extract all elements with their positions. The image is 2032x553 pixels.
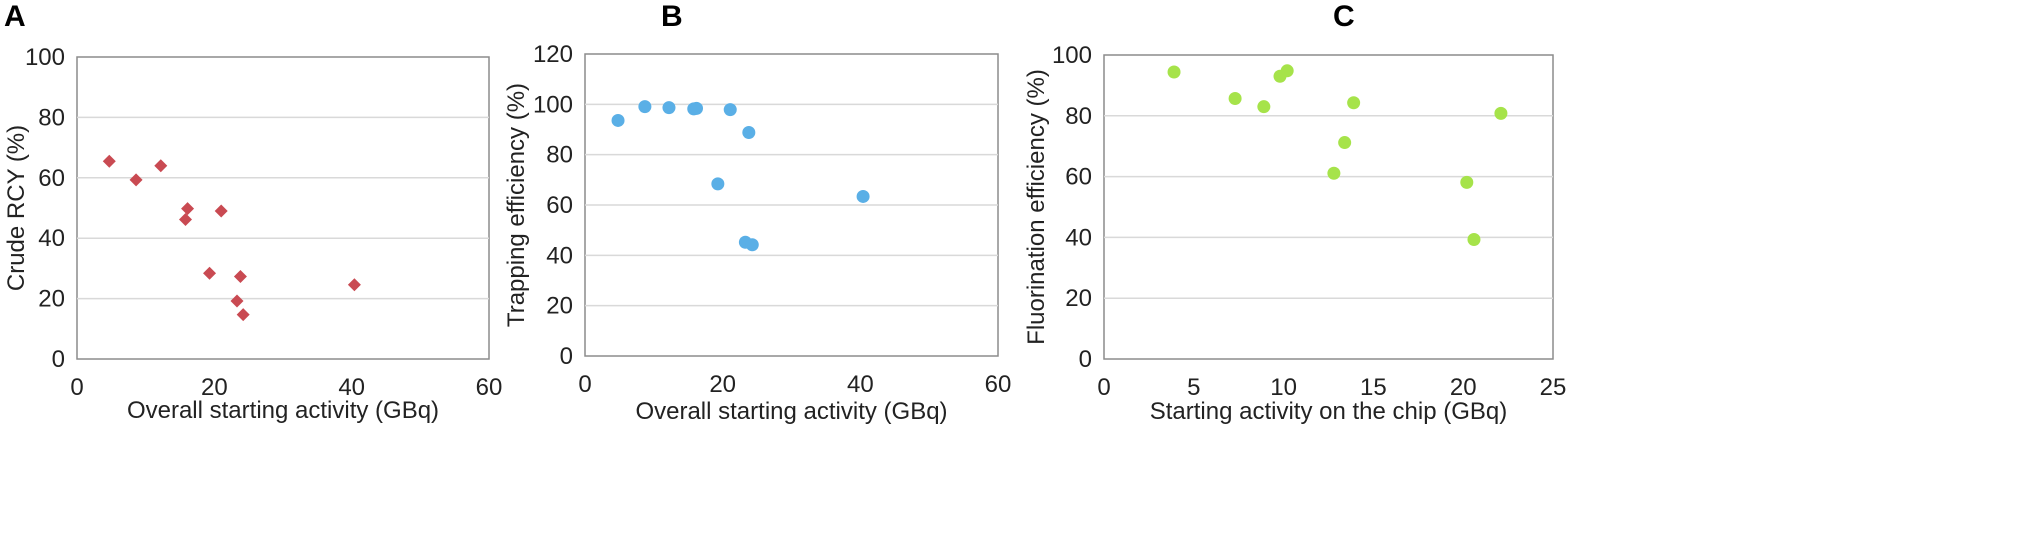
plot-area-c [1103, 54, 1554, 360]
data-point [102, 154, 116, 168]
gridlines-c [1104, 115, 1553, 299]
y-tick-label: 80 [1065, 103, 1092, 130]
x-tick-label: 40 [847, 371, 874, 398]
y-tick-label: 60 [38, 165, 65, 192]
data-point [230, 294, 244, 308]
x-tick-label: 0 [578, 371, 591, 398]
data-point [611, 113, 625, 127]
data-points-b [611, 100, 870, 252]
y-tick-label: 40 [38, 225, 65, 252]
data-point [711, 177, 725, 191]
y-tick-label: 80 [38, 104, 65, 131]
data-points-a [102, 154, 361, 322]
y-tick-label: 100 [25, 44, 65, 71]
panel-label-b: B [661, 0, 683, 33]
data-point [129, 173, 143, 187]
y-ticks-b: 0 20 40 60 80 100 120 [533, 41, 573, 370]
x-tick-label: 20 [201, 374, 228, 401]
y-ticks-c: 0 20 40 60 80 100 [1052, 42, 1092, 373]
data-point [214, 204, 228, 218]
y-tick-label: 20 [38, 286, 65, 313]
y-tick-label: 20 [546, 293, 573, 320]
y-tick-label: 100 [533, 91, 573, 118]
x-tick-label: 0 [1097, 374, 1110, 401]
y-tick-label: 40 [1065, 224, 1092, 251]
x-tick-label: 40 [338, 374, 365, 401]
panel-b: B 0 20 40 60 80 100 120 0 20 40 60 Overall starti… [503, 0, 1011, 425]
y-axis-title-b: Trapping efficiency (%) [503, 83, 530, 327]
x-tick-label: 20 [709, 371, 736, 398]
data-point [154, 159, 168, 173]
data-point [1460, 175, 1474, 189]
y-axis-title-c: Fluorination efficiency (%) [1023, 69, 1050, 345]
plot-area-a [76, 56, 490, 360]
x-tick-label: 10 [1270, 374, 1297, 401]
y-axis-title-a: Crude RCY (%) [3, 125, 30, 291]
data-point [181, 202, 195, 216]
y-tick-label: 40 [546, 242, 573, 269]
data-point [662, 101, 676, 115]
data-point [1327, 166, 1341, 180]
x-tick-label: 60 [985, 371, 1012, 398]
data-point [638, 100, 652, 114]
gridlines-a [77, 116, 489, 300]
data-points-c [1167, 64, 1508, 247]
x-axis-title-b: Overall starting activity (GBq) [635, 398, 947, 425]
panel-a: A 0 20 40 60 80 100 0 20 40 60 Overall starting … [3, 0, 502, 424]
y-tick-label: 0 [52, 346, 65, 373]
data-point [856, 189, 870, 203]
x-tick-label: 60 [476, 374, 503, 401]
x-tick-label: 5 [1187, 374, 1200, 401]
x-ticks-c: 0 5 10 15 20 25 [1097, 374, 1566, 401]
data-point [347, 278, 361, 292]
y-tick-label: 60 [546, 192, 573, 219]
y-tick-label: 100 [1052, 42, 1092, 69]
data-point [690, 101, 704, 115]
data-point [178, 212, 192, 226]
data-point [723, 103, 737, 117]
gridlines-b [585, 103, 998, 307]
data-point [1167, 65, 1181, 79]
x-ticks-a: 0 20 40 60 [70, 374, 502, 401]
y-tick-label: 80 [546, 142, 573, 169]
y-tick-label: 0 [1079, 346, 1092, 373]
x-axis-title-a: Overall starting activity (GBq) [127, 397, 439, 424]
y-tick-label: 0 [560, 343, 573, 370]
y-ticks-a: 0 20 40 60 80 100 [25, 44, 65, 373]
data-point [1347, 96, 1361, 110]
data-point [233, 270, 247, 284]
data-point [1338, 136, 1352, 150]
x-ticks-b: 0 20 40 60 [578, 371, 1011, 398]
data-point [1257, 100, 1271, 114]
x-tick-label: 25 [1540, 374, 1567, 401]
x-tick-label: 15 [1360, 374, 1387, 401]
panel-c: C 0 20 40 60 80 100 0 5 10 15 20 25 Starting activ… [1023, 0, 1566, 425]
data-point [745, 238, 759, 252]
data-point [1467, 233, 1481, 247]
data-point [1280, 64, 1294, 78]
y-tick-label: 60 [1065, 164, 1092, 191]
data-point [1228, 91, 1242, 105]
panel-label-a: A [4, 0, 26, 33]
data-point [203, 266, 217, 280]
data-point [236, 308, 250, 322]
data-point [1494, 106, 1508, 120]
y-tick-label: 120 [533, 41, 573, 68]
y-tick-label: 20 [1065, 285, 1092, 312]
x-tick-label: 20 [1450, 374, 1477, 401]
data-point [742, 126, 756, 140]
panel-label-c: C [1333, 0, 1355, 33]
x-axis-title-c: Starting activity on the chip (GBq) [1150, 398, 1508, 425]
x-tick-label: 0 [70, 374, 83, 401]
